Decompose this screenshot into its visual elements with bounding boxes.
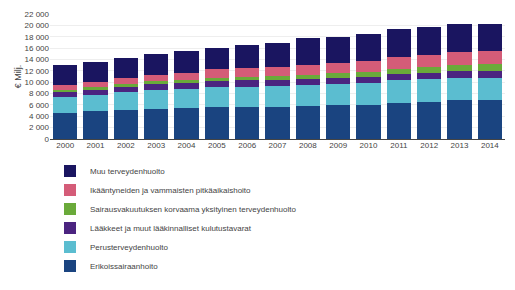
svg-text:18 000: 18 000 bbox=[25, 33, 50, 42]
svg-text:2009: 2009 bbox=[329, 141, 347, 150]
svg-text:Ikääntyneiden ja vammaisten pi: Ikääntyneiden ja vammaisten pitkäaikaish… bbox=[90, 186, 251, 195]
svg-text:6 000: 6 000 bbox=[29, 101, 50, 110]
svg-text:4 000: 4 000 bbox=[29, 112, 50, 121]
svg-text:2011: 2011 bbox=[390, 141, 408, 150]
svg-text:2004: 2004 bbox=[178, 141, 196, 150]
svg-text:Erikoissairaanhoito: Erikoissairaanhoito bbox=[90, 262, 158, 271]
svg-text:2014: 2014 bbox=[481, 141, 499, 150]
svg-text:14 000: 14 000 bbox=[25, 55, 50, 64]
svg-text:2008: 2008 bbox=[299, 141, 317, 150]
svg-text:20 000: 20 000 bbox=[25, 21, 50, 30]
svg-text:Muu terveydenhuolto: Muu terveydenhuolto bbox=[90, 167, 165, 176]
svg-text:0: 0 bbox=[45, 135, 50, 144]
svg-text:12 000: 12 000 bbox=[25, 67, 50, 76]
svg-text:2013: 2013 bbox=[451, 141, 469, 150]
svg-text:2010: 2010 bbox=[360, 141, 378, 150]
svg-text:2002: 2002 bbox=[117, 141, 135, 150]
svg-text:8 000: 8 000 bbox=[29, 89, 50, 98]
svg-text:2007: 2007 bbox=[269, 141, 287, 150]
svg-text:16 000: 16 000 bbox=[25, 44, 50, 53]
svg-text:2000: 2000 bbox=[56, 141, 74, 150]
svg-text:10 000: 10 000 bbox=[25, 78, 50, 87]
svg-text:2006: 2006 bbox=[238, 141, 256, 150]
svg-text:€ Milj.: € Milj. bbox=[13, 65, 23, 89]
svg-text:2 000: 2 000 bbox=[29, 123, 50, 132]
svg-text:2012: 2012 bbox=[420, 141, 438, 150]
svg-text:Perusterveydenhuolto: Perusterveydenhuolto bbox=[90, 243, 168, 252]
svg-text:Lääkkeet ja muut lääkinnallise: Lääkkeet ja muut lääkinnalliset kulutust… bbox=[90, 224, 252, 233]
svg-text:2005: 2005 bbox=[208, 141, 226, 150]
svg-text:22 000: 22 000 bbox=[25, 10, 50, 19]
svg-text:Sairausvakuutuksen korvaama yk: Sairausvakuutuksen korvaama yksityinen t… bbox=[90, 205, 296, 214]
svg-text:2003: 2003 bbox=[147, 141, 165, 150]
svg-text:2001: 2001 bbox=[87, 141, 105, 150]
